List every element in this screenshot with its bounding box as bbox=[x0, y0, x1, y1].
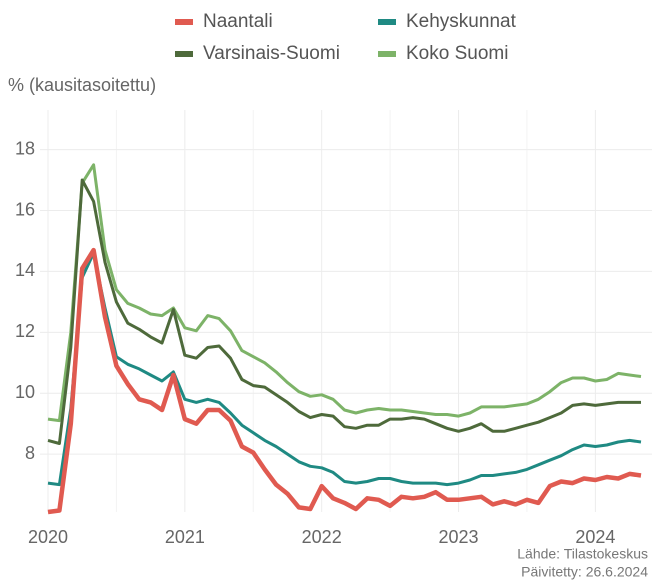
line bbox=[47, 163, 642, 423]
x-tick-label: 2020 bbox=[28, 527, 68, 547]
y-tick-label: 10 bbox=[15, 382, 35, 402]
line bbox=[47, 178, 641, 445]
y-axis-label: % (kausitasoitettu) bbox=[8, 75, 156, 95]
legend-label: Naantali bbox=[203, 11, 273, 32]
x-tick-label: 2021 bbox=[165, 527, 205, 547]
x-tick-label: 2024 bbox=[575, 527, 615, 547]
legend-label: Koko Suomi bbox=[406, 43, 508, 64]
x-tick-label: 2022 bbox=[302, 527, 342, 547]
y-tick-label: 18 bbox=[15, 138, 35, 158]
source: Lähde: Tilastokeskus bbox=[517, 546, 648, 562]
line bbox=[47, 251, 642, 487]
y-tick-label: 16 bbox=[15, 199, 35, 219]
legend-label: Varsinais-Suomi bbox=[203, 43, 340, 64]
line bbox=[47, 247, 642, 515]
legend-label: Kehyskunnat bbox=[406, 11, 517, 32]
y-tick-label: 8 bbox=[25, 443, 35, 463]
x-tick-label: 2023 bbox=[439, 527, 479, 547]
y-tick-label: 12 bbox=[15, 321, 35, 341]
updated: Päivitetty: 26.6.2024 bbox=[521, 564, 648, 580]
y-tick-label: 14 bbox=[15, 260, 35, 280]
